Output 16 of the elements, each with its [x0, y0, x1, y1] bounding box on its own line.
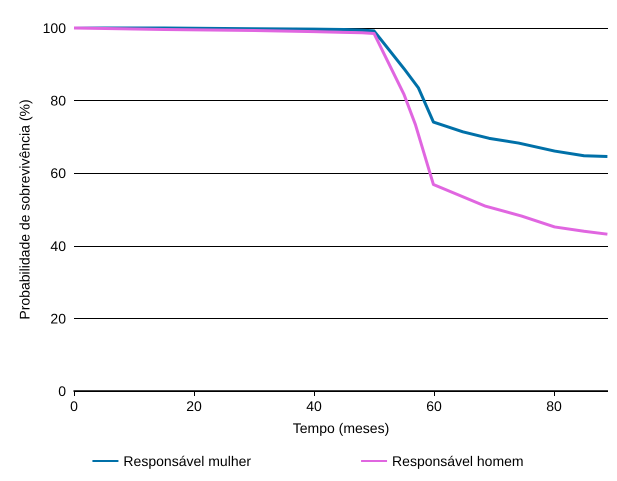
x-axis-title: Tempo (meses)	[292, 420, 390, 436]
x-tick-label: 0	[70, 398, 78, 414]
y-tick-label: 100	[42, 20, 66, 36]
legend-label: Responsável homem	[392, 453, 524, 469]
legend-label: Responsável mulher	[123, 453, 252, 469]
y-tick-label: 40	[50, 238, 66, 254]
x-tick-label: 60	[426, 398, 442, 414]
y-tick-label: 0	[58, 383, 66, 399]
x-tick-label: 80	[546, 398, 562, 414]
y-tick-label: 80	[50, 92, 66, 109]
x-tick-label: 40	[306, 398, 322, 414]
line-series	[72, 26, 608, 236]
y-tick-label: 60	[50, 165, 66, 182]
x-tick-label: 20	[186, 398, 202, 414]
y-axis-title: Probabilidade de sobrevivência (%)	[16, 99, 33, 320]
y-tick-label: 20	[50, 310, 66, 326]
